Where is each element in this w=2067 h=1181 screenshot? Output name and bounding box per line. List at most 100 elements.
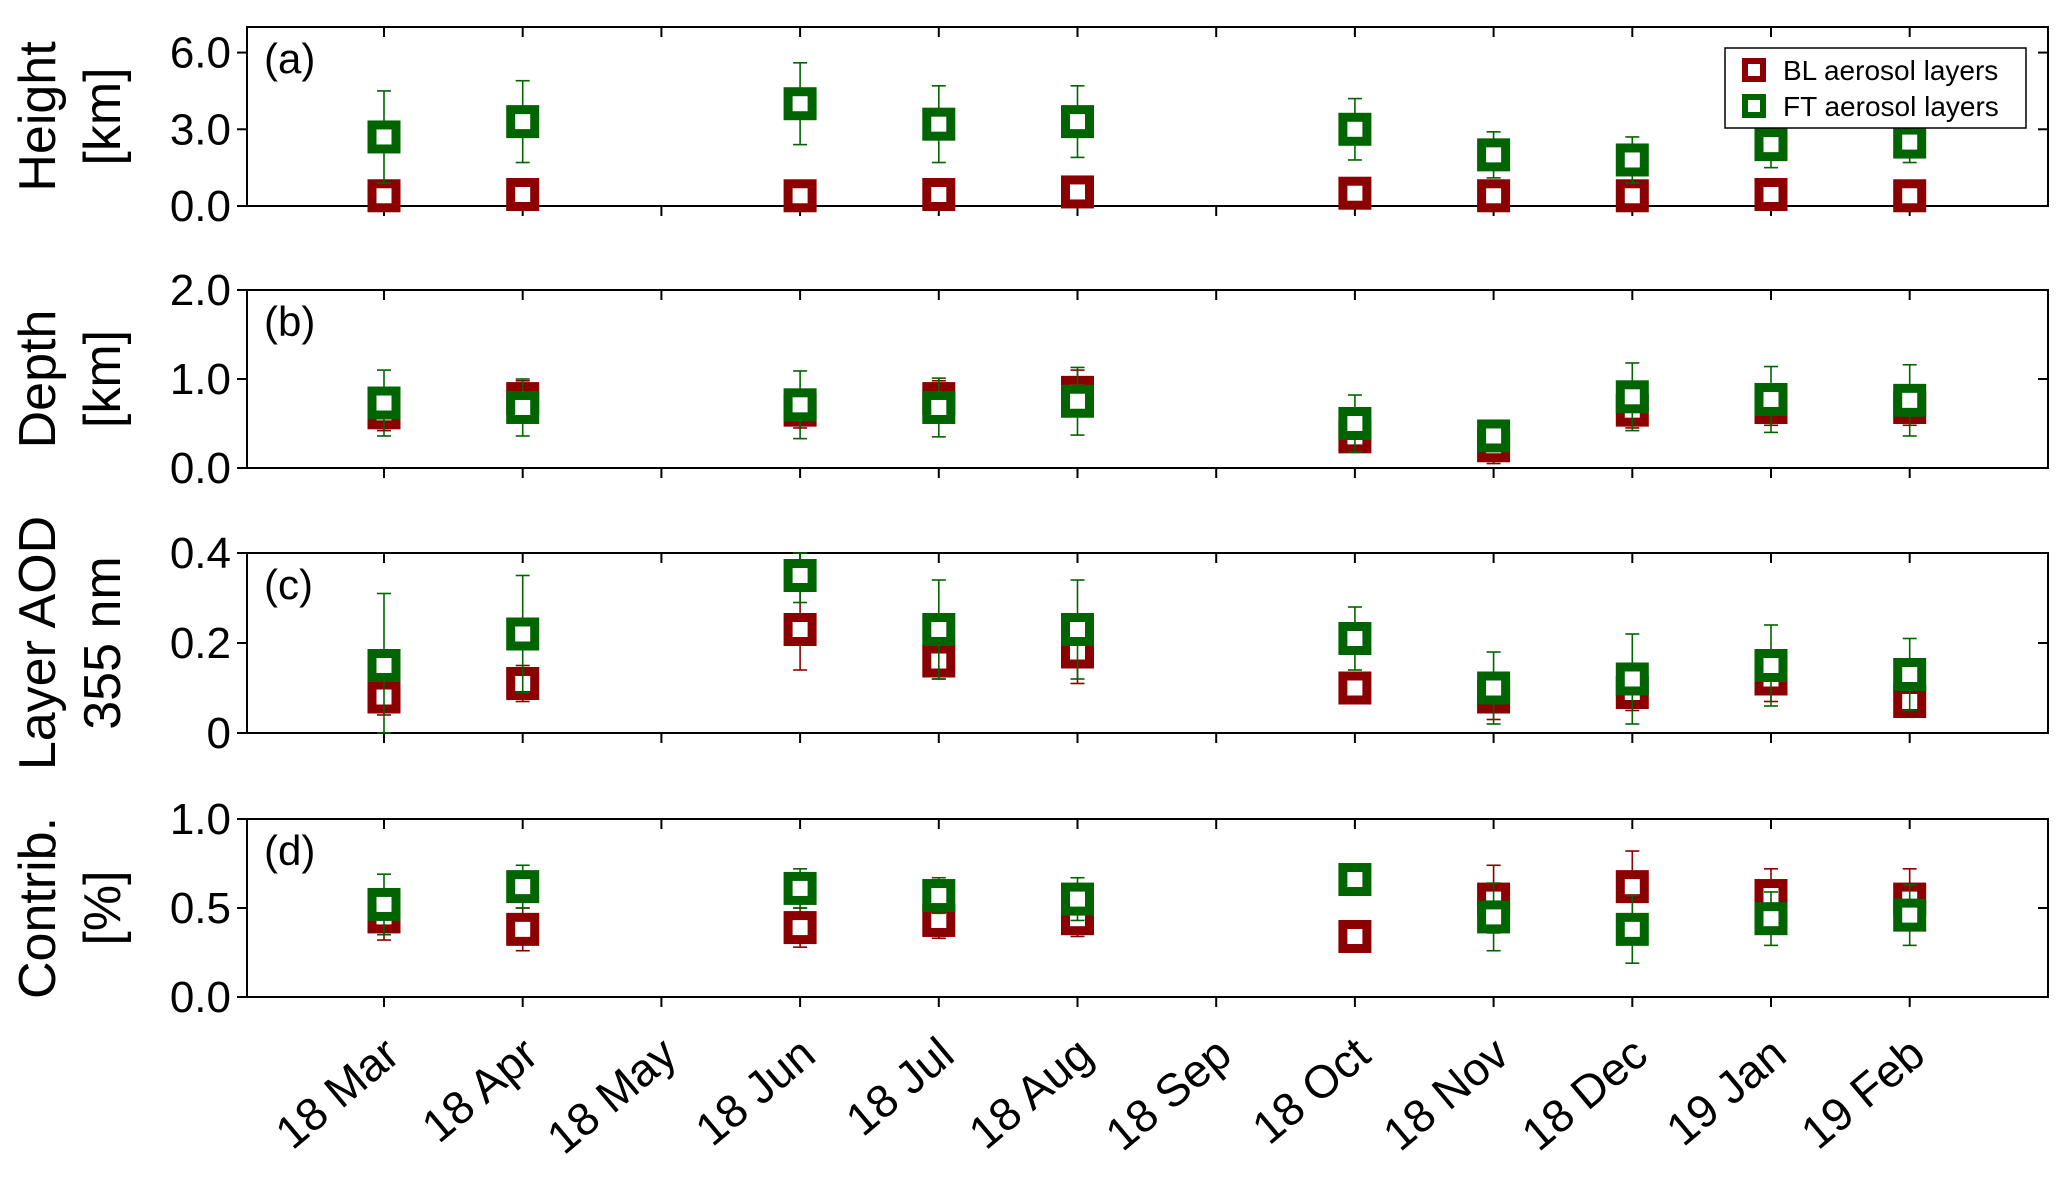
y-tick-label: 0.0: [170, 444, 231, 493]
data-point: [1061, 105, 1094, 139]
y-tick-label: 0.0: [170, 973, 231, 1022]
data-point: [1338, 112, 1372, 146]
y-axis-label: Contrib.: [9, 817, 67, 999]
panel-label: (b): [264, 298, 315, 345]
data-point: [1615, 662, 1649, 696]
data-point: [1338, 176, 1372, 210]
y-tick-label: 2.0: [170, 266, 231, 315]
panel-label: (a): [264, 35, 315, 82]
legend-marker: [1742, 94, 1766, 118]
x-tick-label: 18 Dec: [1512, 1027, 1657, 1161]
data-point: [367, 649, 401, 682]
y-tick-label: 0.4: [170, 529, 231, 578]
y-tick-label: 1.0: [170, 355, 231, 404]
data-point: [1615, 380, 1649, 414]
y-tick-label: 0.0: [170, 182, 231, 231]
x-tick-label: 18 Apr: [412, 1027, 547, 1152]
data-point: [1615, 912, 1649, 946]
x-tick-label: 18 Sep: [1096, 1027, 1241, 1161]
x-tick-label: 18 Jun: [685, 1027, 824, 1156]
x-tick-label: 18 May: [537, 1027, 686, 1164]
data-point: [1893, 179, 1927, 213]
data-point: [922, 177, 956, 211]
data-point: [1338, 407, 1372, 440]
data-point: [367, 386, 401, 420]
data-point: [1754, 649, 1788, 682]
data-point: [1893, 658, 1927, 691]
data-point: [1754, 902, 1788, 936]
data-point: [922, 390, 956, 424]
data-point: [922, 107, 956, 141]
y-tick-label: 0.2: [170, 619, 231, 668]
data-point: [783, 388, 817, 422]
data-point: [1061, 613, 1094, 646]
legend-entry: FT aerosol layers: [1783, 91, 1999, 122]
x-tick-label: 19 Feb: [1791, 1027, 1934, 1159]
y-tick-label: 0.5: [170, 884, 231, 933]
y-axis-label: [%]: [74, 870, 132, 945]
y-axis-label: [km]: [74, 330, 132, 428]
data-point: [1477, 671, 1511, 705]
data-point: [1754, 177, 1788, 211]
data-point: [1338, 671, 1372, 705]
data-point: [506, 617, 540, 651]
panel-c: 0 0.2 0.4 Layer AOD 355 nm (c): [9, 516, 2049, 770]
data-point: [1615, 143, 1649, 177]
panel-a: 0.0 3.0 6.0 Height [km] (a): [9, 26, 2049, 231]
legend: BL aerosol layers FT aerosol layers: [1724, 47, 2027, 129]
series-bl: [367, 369, 1927, 465]
series-ft: [367, 863, 1927, 964]
y-tick-label: 6.0: [170, 29, 231, 78]
y-axis-label: Layer AOD: [9, 516, 67, 770]
y-tick-label: 3.0: [170, 105, 231, 154]
panel-b: 0.0 1.0 2.0 Depth [km] (b): [9, 266, 2049, 493]
x-tick-label: 18 Oct: [1242, 1027, 1379, 1154]
x-tick-label: 18 Mar: [265, 1027, 408, 1159]
x-tick-label: 18 Nov: [1373, 1027, 1518, 1161]
data-point: [922, 613, 956, 646]
plot-frame: [246, 26, 2049, 207]
series-ft: [367, 552, 1927, 734]
legend-marker: [1742, 58, 1766, 82]
data-point: [1477, 179, 1511, 213]
x-tick-label: 18 Aug: [959, 1027, 1102, 1159]
x-tick-label: 18 Jul: [836, 1027, 963, 1146]
data-point: [367, 179, 401, 213]
x-tick-label: 19 Jan: [1656, 1027, 1795, 1156]
data-point: [506, 105, 540, 139]
data-point: [783, 179, 817, 213]
data-point: [1615, 179, 1649, 213]
data-point: [1338, 622, 1372, 655]
y-axis-label: 355 nm: [74, 556, 132, 729]
series-bl: [367, 588, 1927, 721]
data-point: [1754, 382, 1788, 416]
data-point: [1061, 175, 1094, 209]
data-point: [1477, 900, 1511, 934]
data-point: [922, 879, 956, 913]
data-point: [1338, 863, 1372, 897]
y-tick-label: 1.0: [170, 795, 231, 844]
data-point: [783, 613, 817, 646]
data-point: [1061, 882, 1094, 916]
data-point: [1893, 383, 1927, 417]
data-point: [1893, 898, 1927, 932]
data-point: [1477, 419, 1511, 453]
data-point: [1893, 125, 1927, 159]
y-axis-label: [km]: [74, 67, 132, 165]
data-point: [1477, 138, 1511, 172]
y-tick-label: 0: [207, 709, 231, 758]
data-point: [1338, 919, 1372, 953]
panel-label: (d): [264, 827, 315, 874]
legend-entry: BL aerosol layers: [1783, 55, 1998, 86]
y-axis-label: Depth: [9, 310, 67, 449]
data-point: [506, 390, 540, 424]
data-point: [1061, 384, 1094, 418]
panel-d: 0.0 0.5 1.0 Contrib. [%] (d): [9, 795, 2049, 1022]
data-point: [783, 559, 817, 592]
series-ft: [367, 61, 1927, 184]
data-point: [506, 912, 540, 946]
data-point: [506, 177, 540, 211]
data-point: [783, 87, 817, 121]
data-point: [783, 911, 817, 945]
